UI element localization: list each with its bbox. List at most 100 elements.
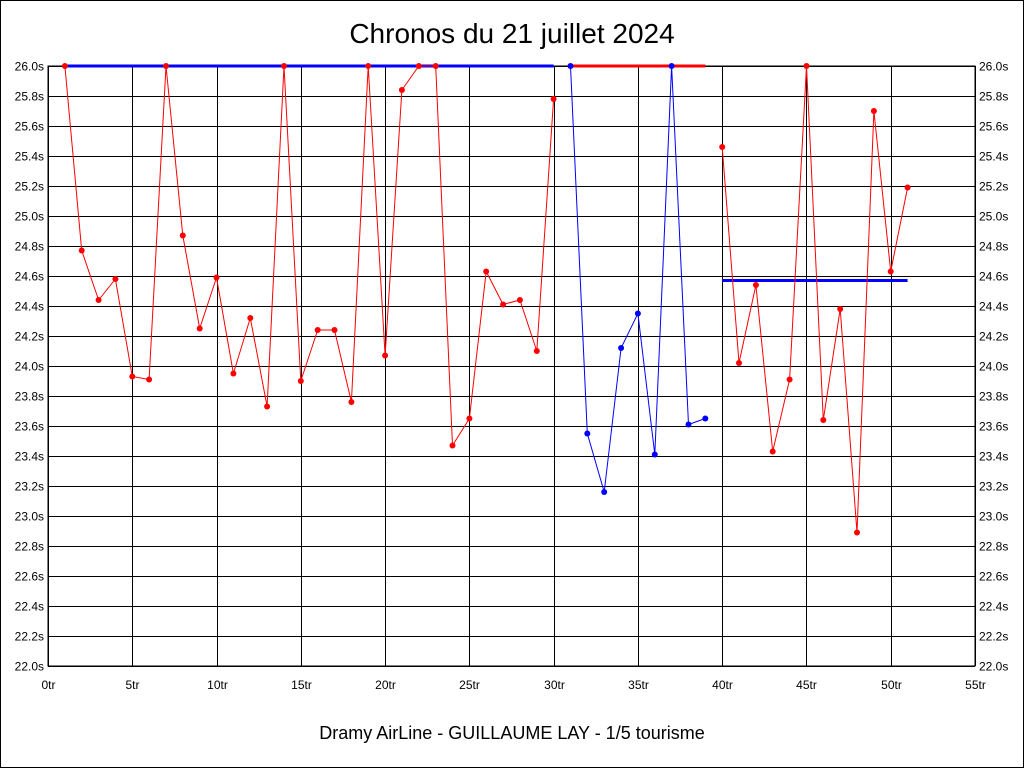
y-tick-label-left: 22.8s	[15, 540, 44, 554]
x-tick-label: 20tr	[375, 678, 396, 692]
data-point	[449, 442, 456, 449]
y-tick-label-left: 23.8s	[15, 390, 44, 404]
data-point	[230, 370, 237, 377]
data-point	[314, 327, 321, 333]
x-tick-label: 40tr	[712, 678, 733, 692]
data-point	[719, 144, 726, 150]
x-tick-label: 25tr	[459, 678, 480, 692]
y-tick-label-right: 25.4s	[979, 150, 1008, 164]
y-tick-label-left: 23.6s	[15, 420, 44, 434]
x-tick-label: 35tr	[628, 678, 649, 692]
data-point	[618, 345, 625, 351]
y-tick-label-right: 25.6s	[979, 120, 1008, 134]
data-point	[61, 63, 68, 69]
x-axis-title: Dramy AirLine - GUILLAUME LAY - 1/5 tour…	[319, 723, 705, 743]
y-tick-label-right: 22.8s	[979, 540, 1008, 554]
x-tick-label: 5tr	[125, 678, 139, 692]
y-tick-label-right: 25.2s	[979, 180, 1008, 194]
data-point	[146, 376, 153, 383]
data-point	[78, 247, 85, 254]
y-tick-label-right: 23.8s	[979, 390, 1008, 404]
y-tick-label-left: 24.0s	[15, 360, 44, 374]
chart-title: Chronos du 21 juillet 2024	[349, 18, 675, 49]
y-tick-label-right: 24.6s	[979, 270, 1008, 284]
data-point	[567, 63, 574, 69]
data-point	[651, 451, 658, 458]
data-point	[398, 87, 405, 93]
y-tick-label-left: 25.4s	[15, 150, 44, 164]
y-tick-label-right: 24.2s	[979, 330, 1008, 344]
y-tick-label-left: 26.0s	[15, 60, 44, 74]
y-tick-label-right: 22.0s	[979, 660, 1008, 674]
data-point	[95, 297, 102, 303]
y-tick-label-left: 25.2s	[15, 180, 44, 194]
y-tick-label-right: 23.6s	[979, 420, 1008, 434]
data-point	[786, 376, 793, 383]
y-tick-label-left: 24.2s	[15, 330, 44, 344]
data-point	[281, 63, 287, 69]
data-point	[854, 529, 860, 536]
data-point	[415, 63, 422, 69]
y-tick-label-right: 23.2s	[979, 480, 1008, 494]
data-point	[601, 489, 608, 495]
data-point	[668, 63, 675, 69]
data-point	[803, 63, 810, 69]
y-tick-label-left: 24.8s	[15, 240, 44, 254]
y-tick-label-left: 22.2s	[15, 630, 44, 644]
data-point	[112, 276, 119, 282]
y-tick-label-right: 22.4s	[979, 600, 1008, 614]
grid-layer	[47, 65, 976, 667]
y-tick-label-left: 23.2s	[15, 480, 44, 494]
data-point	[348, 399, 355, 405]
data-point	[163, 63, 169, 69]
y-tick-label-right: 23.4s	[979, 450, 1008, 464]
y-tick-label-left: 24.4s	[15, 300, 44, 314]
y-tick-label-right: 24.8s	[979, 240, 1008, 254]
x-tick-label: 55tr	[965, 678, 986, 692]
data-point	[550, 96, 557, 102]
data-point	[736, 360, 742, 366]
y-tick-label-right: 24.4s	[979, 300, 1008, 314]
data-point	[837, 306, 844, 312]
data-point	[466, 415, 473, 422]
y-tick-label-left: 25.8s	[15, 90, 44, 104]
data-point	[365, 63, 372, 69]
data-point	[331, 327, 338, 333]
data-point	[685, 421, 692, 428]
y-tick-label-right: 25.0s	[979, 210, 1008, 224]
y-tick-label-left: 24.6s	[15, 270, 44, 284]
y-tick-label-right: 24.0s	[979, 360, 1008, 374]
y-tick-label-left: 25.6s	[15, 120, 44, 134]
data-point	[533, 348, 540, 354]
data-point	[179, 232, 186, 239]
data-point	[483, 268, 490, 275]
data-point	[516, 297, 523, 303]
data-point	[634, 310, 641, 317]
data-point	[887, 268, 894, 275]
data-point	[382, 352, 389, 359]
data-point	[213, 274, 220, 281]
data-point	[196, 325, 203, 332]
y-tick-label-left: 23.0s	[15, 510, 44, 524]
y-tick-label-left: 22.0s	[15, 660, 44, 674]
data-point	[870, 108, 877, 114]
x-tick-label: 45tr	[796, 678, 817, 692]
data-point	[129, 373, 136, 380]
axis-layer: 22.0s 22.0s 22.2s 22.2s 22.4s 22.4s 22.6s 22.6s…	[15, 60, 1009, 693]
x-tick-label: 15tr	[291, 678, 312, 692]
x-tick-label: 50tr	[881, 678, 902, 692]
data-point	[702, 415, 709, 422]
data-point	[584, 430, 591, 437]
data-point	[500, 301, 507, 308]
data-point	[752, 282, 759, 288]
series-layer	[61, 63, 911, 536]
data-point	[904, 184, 911, 191]
data-point	[247, 315, 254, 321]
x-tick-label: 30tr	[544, 678, 565, 692]
data-point	[297, 378, 304, 384]
y-tick-label-right: 25.8s	[979, 90, 1008, 104]
x-tick-label: 0tr	[41, 678, 55, 692]
y-tick-label-right: 26.0s	[979, 60, 1008, 74]
y-tick-label-right: 22.2s	[979, 630, 1008, 644]
y-tick-label-left: 23.4s	[15, 450, 44, 464]
